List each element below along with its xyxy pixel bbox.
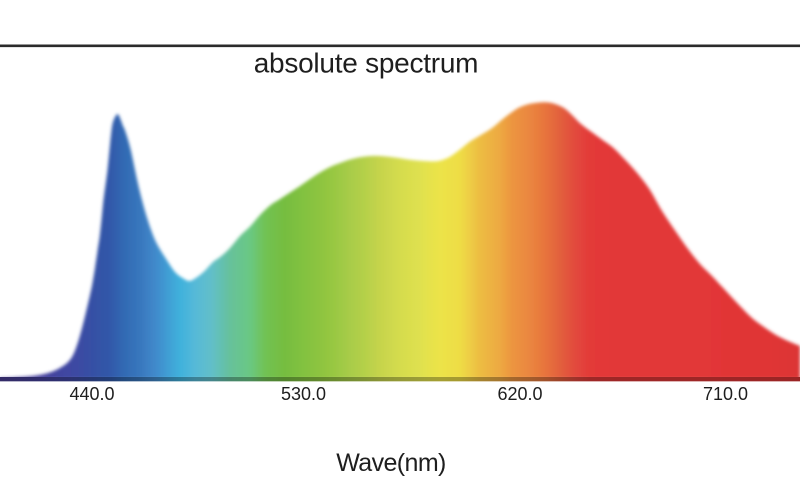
- svg-text:absolute spectrum: absolute spectrum: [254, 48, 479, 79]
- svg-text:710.0: 710.0: [703, 384, 748, 404]
- svg-text:620.0: 620.0: [497, 384, 542, 404]
- svg-text:Wave(nm): Wave(nm): [336, 449, 446, 477]
- svg-text:440.0: 440.0: [69, 384, 114, 404]
- svg-text:530.0: 530.0: [281, 384, 326, 404]
